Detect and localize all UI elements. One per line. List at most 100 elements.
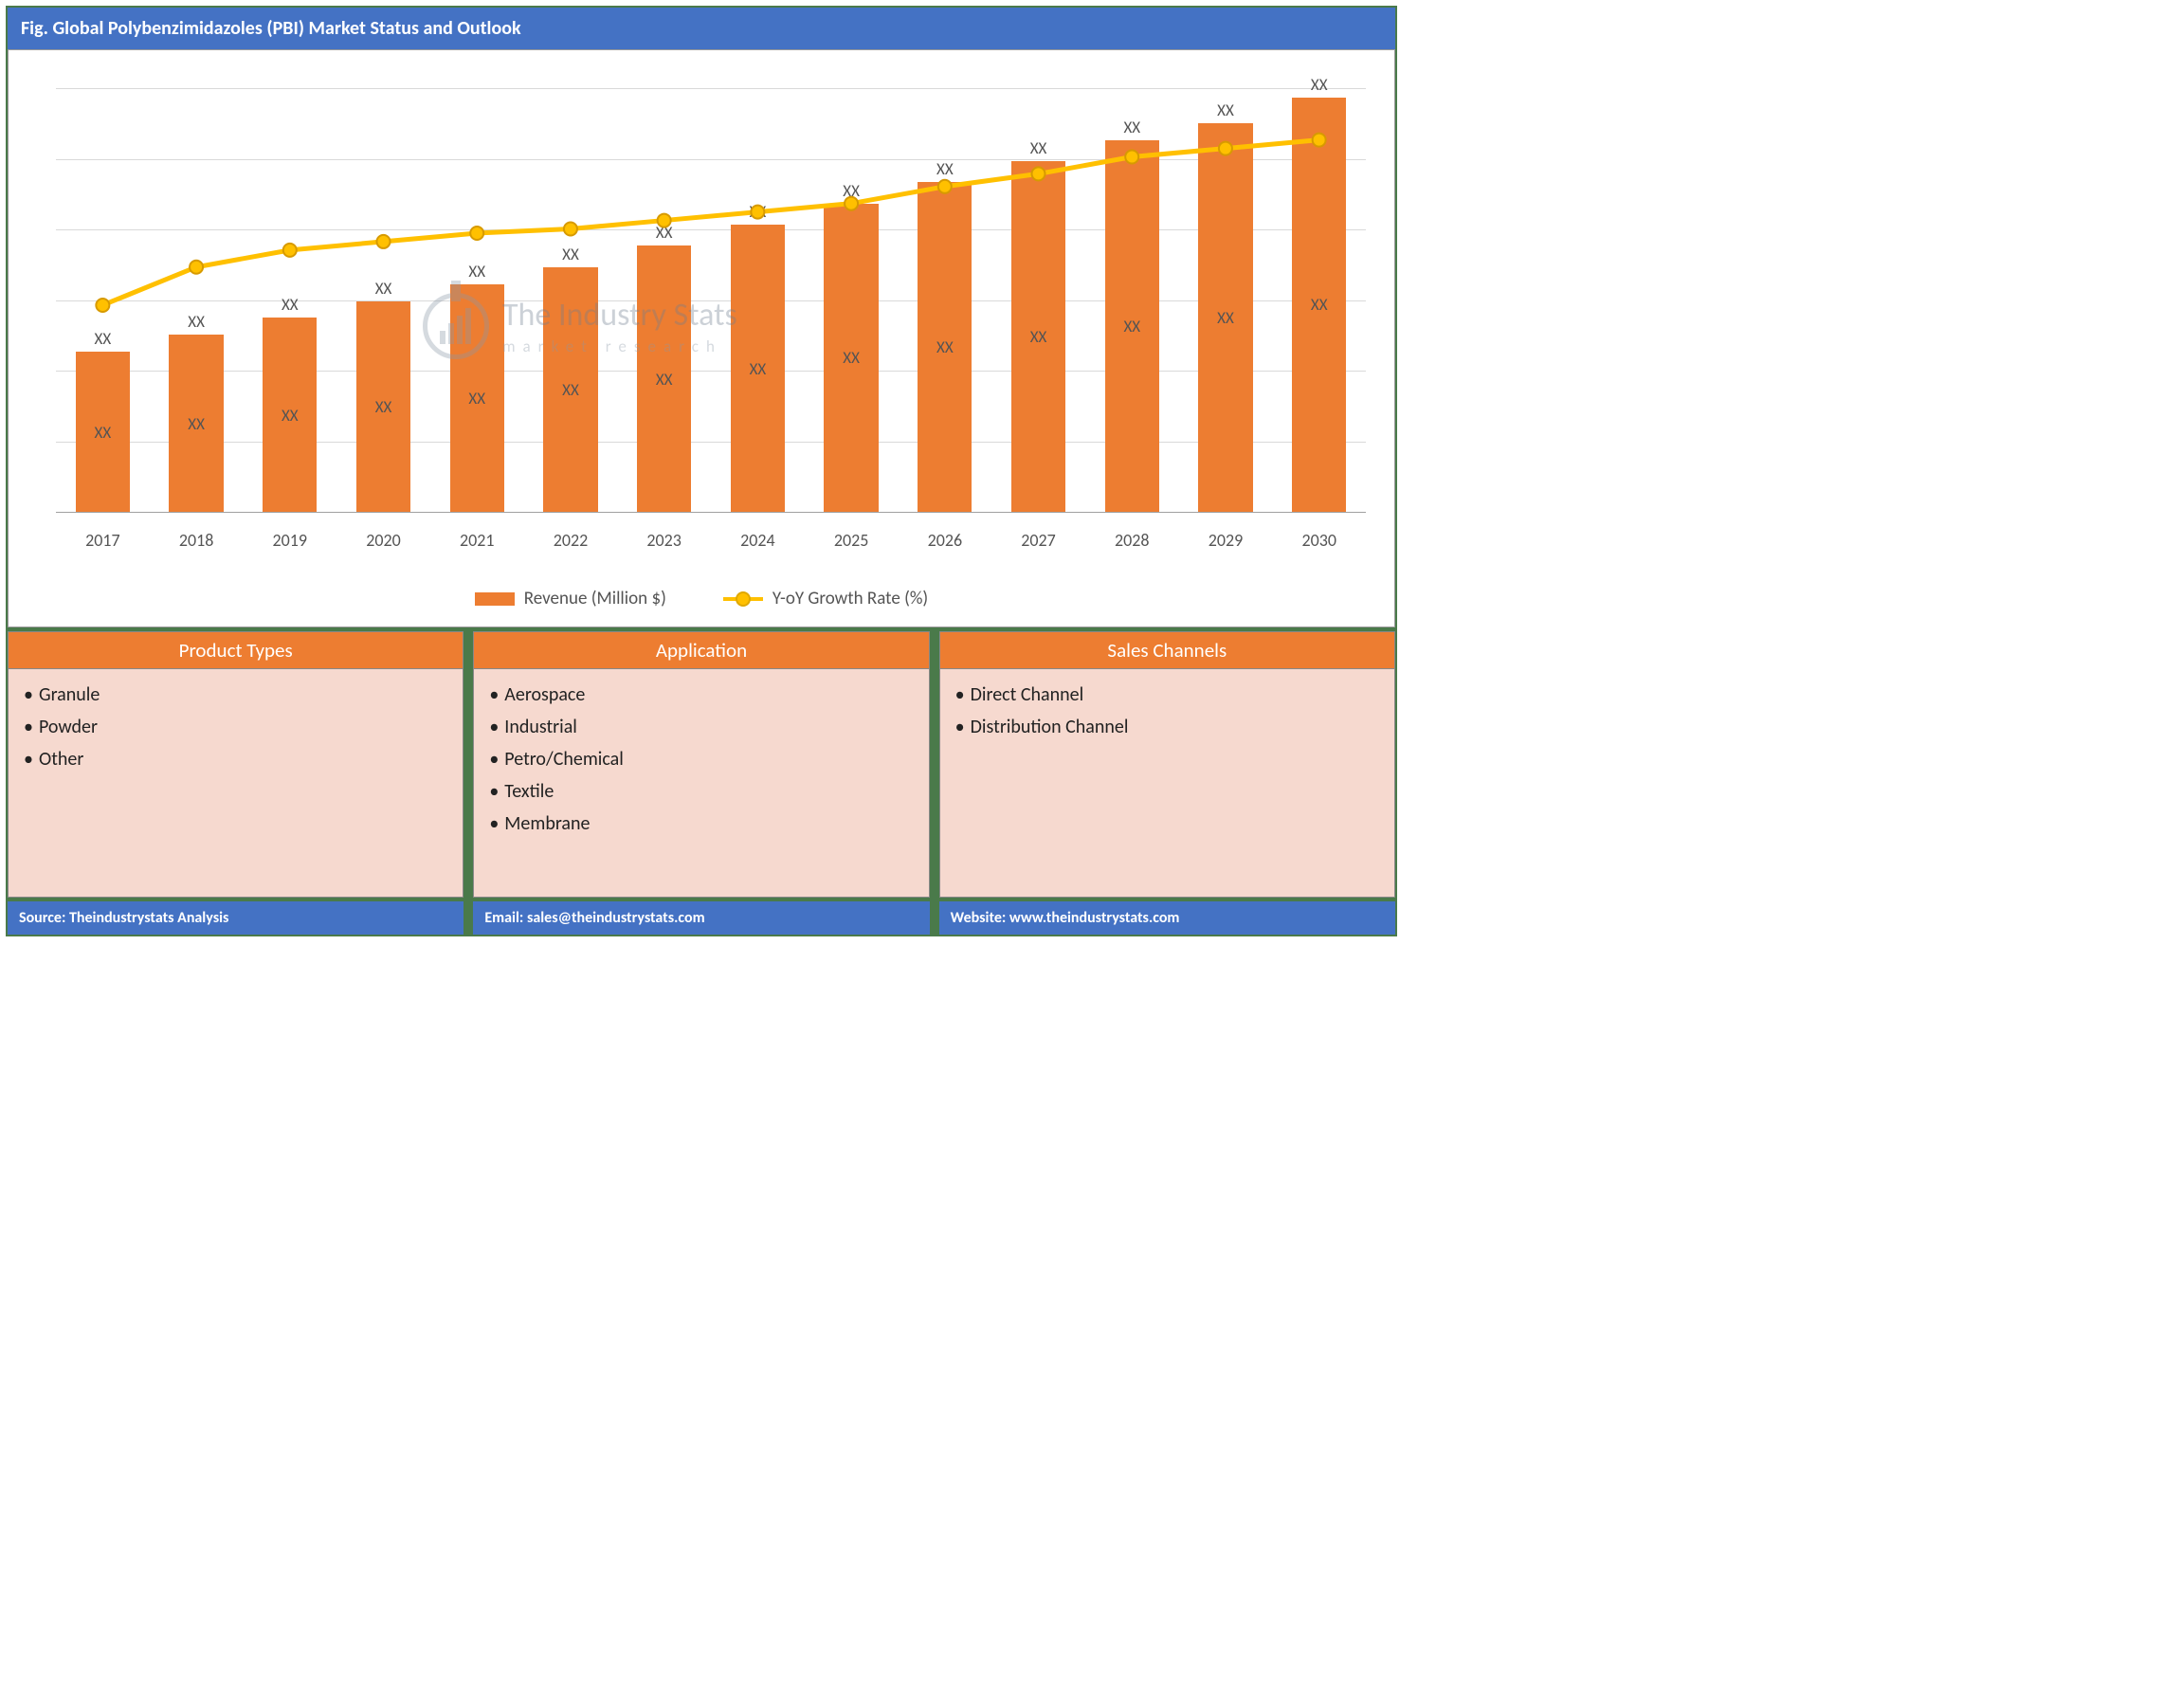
bar-top-label: XX	[543, 245, 597, 264]
bar-top-label: XX	[731, 202, 785, 222]
chart-panel: XX XX XX XX XX XX XX XX XX XX XX XX XX XX XX XX XX XX XX XX…	[8, 49, 1395, 627]
info-card-item: Industrial	[489, 711, 913, 743]
bar-slot: XX XX	[150, 89, 244, 513]
bar-slot: XX XX	[430, 89, 524, 513]
x-tick: 2018	[150, 522, 244, 551]
bar: XXXX	[824, 204, 878, 513]
legend-item-growth: Y-oY Growth Rate (%)	[723, 588, 928, 609]
bar-top-label: XX	[76, 329, 130, 349]
bar-top-label: XX	[356, 279, 410, 299]
x-tick: 2030	[1272, 522, 1366, 551]
info-card-item: Aerospace	[489, 679, 913, 711]
bar-top-label: XX	[637, 223, 691, 243]
info-card-item: Textile	[489, 775, 913, 808]
legend-swatch-line-icon	[723, 592, 763, 606]
x-tick: 2023	[617, 522, 711, 551]
bar-slot: XX XX	[1085, 89, 1179, 513]
info-card-body: Direct ChannelDistribution Channel	[940, 669, 1394, 897]
bar-inner-label: XX	[656, 370, 673, 390]
bar-slot: XX XX	[524, 89, 618, 513]
info-card-title: Sales Channels	[940, 632, 1394, 669]
x-tick: 2027	[991, 522, 1085, 551]
bar: XXXX	[263, 318, 317, 513]
bar: XXXX	[450, 284, 504, 513]
bar: XXXX	[1011, 161, 1065, 513]
info-card: Sales ChannelsDirect ChannelDistribution…	[939, 631, 1395, 898]
bar-slot: XX XX	[243, 89, 336, 513]
bar-slot: XX XX	[711, 89, 805, 513]
bar-top-label: XX	[263, 295, 317, 315]
bar-top-label: XX	[824, 181, 878, 201]
info-cards-row: Product TypesGranulePowderOtherApplicati…	[8, 627, 1395, 898]
bar-slot: XX XX	[805, 89, 899, 513]
bar: XXXX	[356, 301, 410, 514]
legend-label-growth: Y-oY Growth Rate (%)	[772, 588, 928, 609]
bar-inner-label: XX	[1123, 317, 1140, 336]
x-tick: 2022	[524, 522, 618, 551]
bar-top-label: XX	[169, 312, 223, 332]
bar-inner-label: XX	[282, 406, 299, 426]
info-card: Product TypesGranulePowderOther	[8, 631, 463, 898]
x-tick: 2017	[56, 522, 150, 551]
footer-source: Source: Theindustrystats Analysis	[8, 901, 463, 935]
bar-inner-label: XX	[562, 380, 579, 400]
bar-slot: XX XX	[336, 89, 430, 513]
bar-inner-label: XX	[95, 423, 112, 443]
bar-top-label: XX	[1198, 100, 1252, 120]
bar-slot: XX XX	[56, 89, 150, 513]
bar: XXXX	[169, 335, 223, 513]
x-tick: 2020	[336, 522, 430, 551]
legend-swatch-bar-icon	[475, 592, 515, 606]
info-card-title: Product Types	[9, 632, 463, 669]
legend: Revenue (Million $) Y-oY Growth Rate (%)	[9, 588, 1394, 609]
x-tick: 2025	[805, 522, 899, 551]
x-tick: 2029	[1179, 522, 1273, 551]
x-tick: 2019	[243, 522, 336, 551]
info-card-item: Powder	[24, 711, 447, 743]
footer-row: Source: Theindustrystats Analysis Email:…	[8, 898, 1395, 935]
bar-slot: XX XX	[1179, 89, 1273, 513]
info-card-body: AerospaceIndustrialPetro/ChemicalTextile…	[474, 669, 928, 897]
bar-inner-label: XX	[468, 389, 485, 409]
bar-series: XX XX XX XX XX XX XX XX XX XX XX XX XX XX XX XX XX XX XX XX…	[56, 89, 1366, 513]
plot-area: XX XX XX XX XX XX XX XX XX XX XX XX XX XX XX XX XX XX XX XX…	[56, 88, 1366, 513]
info-card-title: Application	[474, 632, 928, 669]
bar: XXXX	[76, 352, 130, 513]
bar-top-label: XX	[1011, 138, 1065, 158]
bar-slot: XXXX	[1272, 89, 1366, 513]
x-tick: 2024	[711, 522, 805, 551]
x-axis: 2017201820192020202120222023202420252026…	[56, 522, 1366, 551]
legend-label-revenue: Revenue (Million $)	[524, 588, 666, 609]
figure-title: Fig. Global Polybenzimidazoles (PBI) Mar…	[8, 8, 1395, 49]
bar-top-label: XX	[1105, 118, 1159, 137]
bar: XXXX	[1292, 98, 1346, 513]
bar: XXXX	[918, 182, 972, 513]
x-tick: 2028	[1085, 522, 1179, 551]
info-card-item: Other	[24, 743, 447, 775]
footer-email: Email: sales@theindustrystats.com	[473, 901, 929, 935]
x-tick: 2021	[430, 522, 524, 551]
bar-inner-label: XX	[750, 359, 767, 379]
bar-inner-label: XX	[1311, 295, 1328, 315]
footer-website: Website: www.theindustrystats.com	[939, 901, 1395, 935]
bar: XXXX	[1198, 123, 1252, 513]
info-card-item: Direct Channel	[955, 679, 1379, 711]
bar: XXXX	[543, 267, 597, 513]
info-card: ApplicationAerospaceIndustrialPetro/Chem…	[473, 631, 929, 898]
bar-inner-label: XX	[188, 414, 205, 434]
x-axis-line	[56, 512, 1366, 513]
x-tick: 2026	[898, 522, 991, 551]
bar: XXXX	[637, 245, 691, 513]
info-card-body: GranulePowderOther	[9, 669, 463, 897]
bar-top-label: XX	[450, 262, 504, 282]
info-card-item: Granule	[24, 679, 447, 711]
bar-slot: XXXX	[991, 89, 1085, 513]
bar-slot: XX XX	[617, 89, 711, 513]
info-card-item: Petro/Chemical	[489, 743, 913, 775]
figure-frame: Fig. Global Polybenzimidazoles (PBI) Mar…	[6, 6, 1397, 936]
bar-slot: XXXX	[898, 89, 991, 513]
bar-inner-label: XX	[843, 348, 860, 368]
bar-inner-label: XX	[1217, 308, 1234, 328]
bar-top-label: XX	[918, 159, 972, 179]
bar-inner-label: XX	[375, 397, 392, 417]
